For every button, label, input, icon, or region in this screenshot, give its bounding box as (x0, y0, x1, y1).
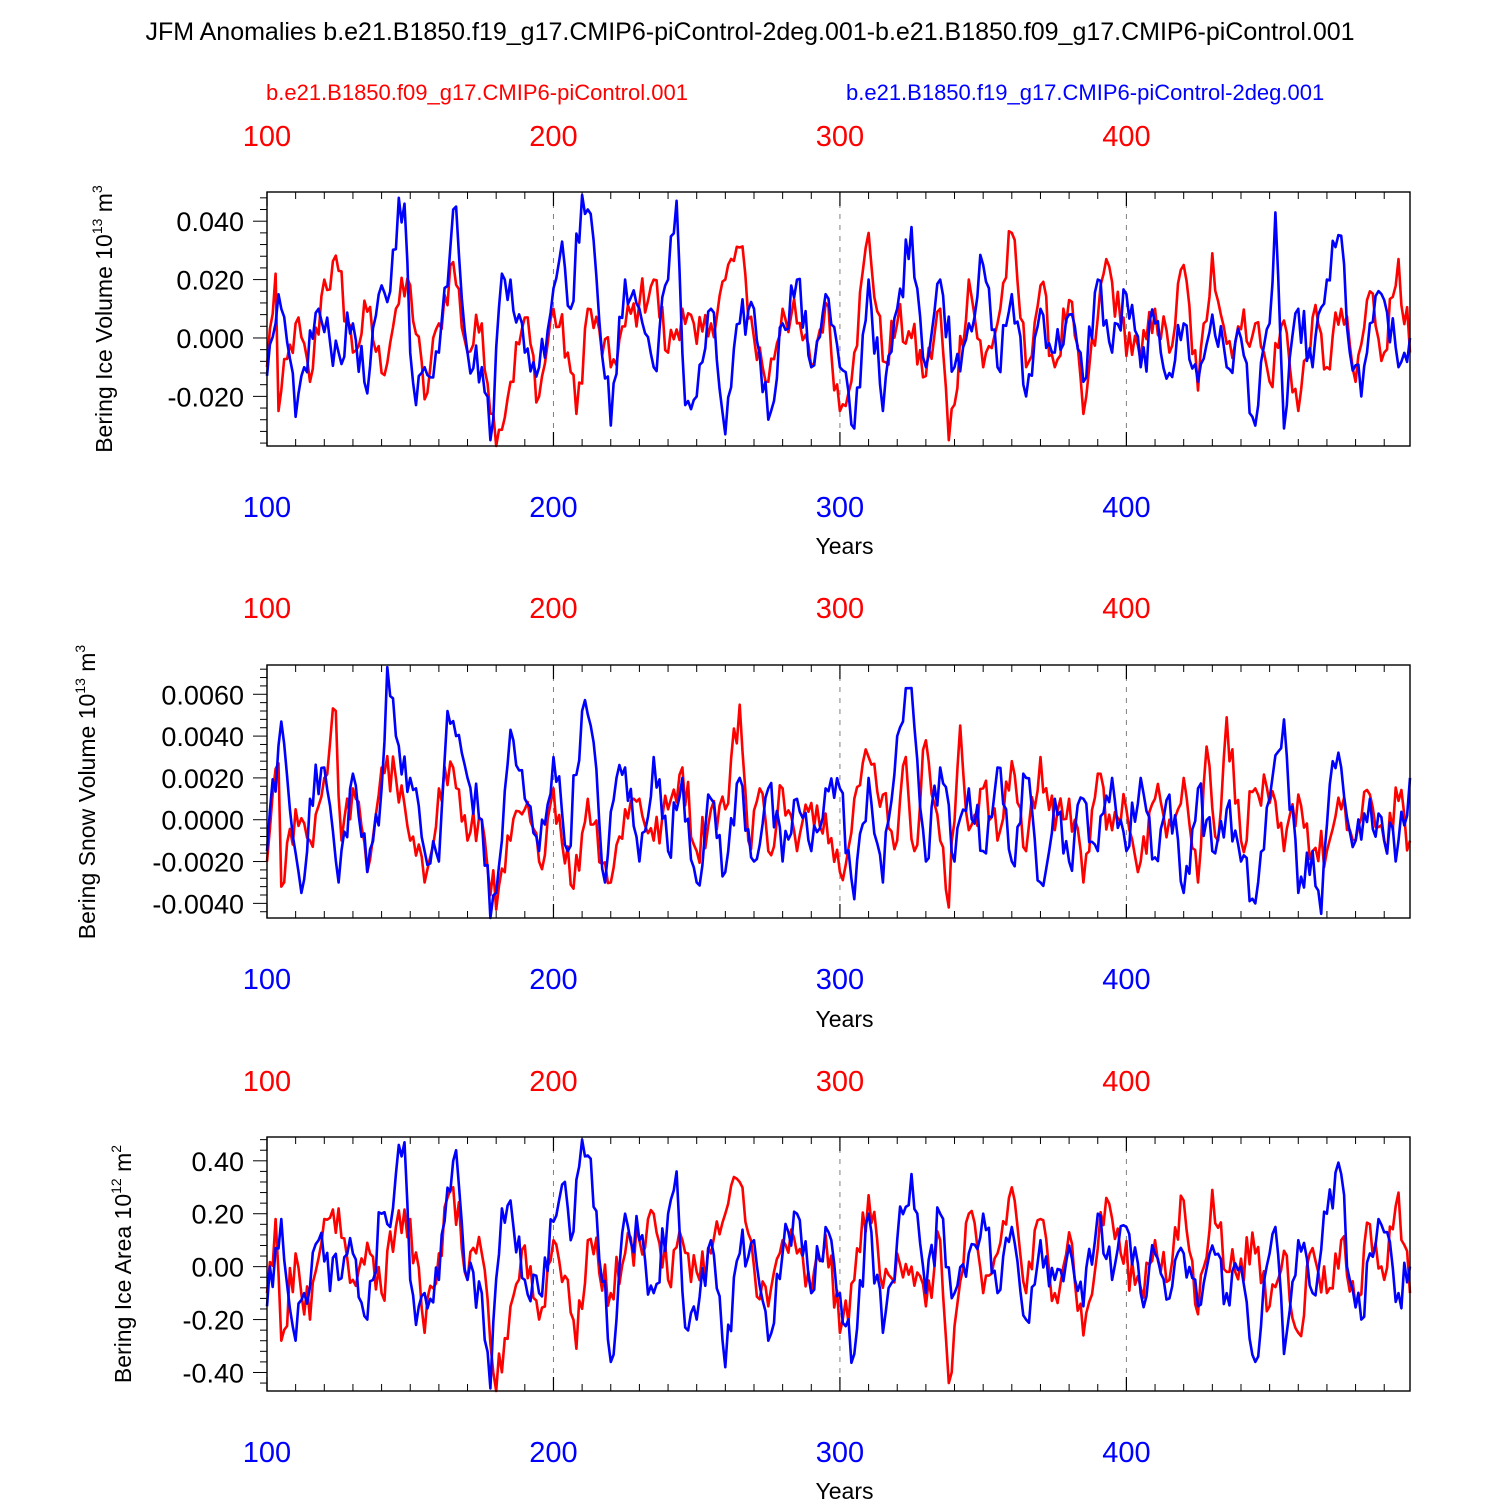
y-axis-title: Bering Snow Volume 1013 m3 (72, 645, 100, 940)
x-tick-label-bottom: 200 (529, 1437, 577, 1469)
y-tick-label: 0.0000 (161, 806, 244, 836)
x-tick-label-top: 200 (529, 593, 577, 625)
x-tick-label-top: 400 (1102, 593, 1150, 625)
y-tick-label: -0.020 (167, 382, 244, 412)
x-tick-label-top: 400 (1102, 1066, 1150, 1098)
y-tick-label: 0.0060 (161, 680, 244, 710)
panel-2: 100 100 200 200 300 300 400 400 -0.0040 -0.0020 0.… (72, 593, 1412, 1032)
y-tick-label: -0.0020 (152, 848, 244, 878)
x-tick-label-top: 400 (1102, 121, 1150, 153)
y-tick-label: 0.0020 (161, 764, 244, 794)
series-line-red (265, 1175, 1412, 1393)
x-tick-label-top: 200 (529, 121, 577, 153)
x-tick-label-bottom: 100 (243, 492, 291, 524)
series-line-blue (265, 665, 1412, 920)
y-tick-label: -0.0040 (152, 889, 244, 919)
y-axis-title: Bering Ice Volume 1013 m3 (89, 185, 117, 453)
x-tick-label-bottom: 300 (816, 1437, 864, 1469)
plot-frame (266, 664, 1411, 919)
x-axis-title: Years (816, 533, 874, 559)
y-tick-label: 0.20 (191, 1200, 244, 1230)
y-tick-label: 0.040 (176, 207, 244, 237)
panel-3: 100 100 200 200 300 300 400 400 -0.40 -0.20 0.00 0.… (108, 1066, 1412, 1500)
x-tick-label-bottom: 300 (816, 964, 864, 996)
y-axis-title: Bering Ice Area 1012 m2 (108, 1145, 136, 1383)
y-tick-label: -0.20 (182, 1306, 244, 1336)
x-axis-title: Years (816, 1478, 874, 1500)
x-tick-label-top: 200 (529, 1066, 577, 1098)
x-tick-label-top: 100 (243, 593, 291, 625)
x-tick-label-top: 100 (243, 1066, 291, 1098)
x-tick-label-top: 100 (243, 121, 291, 153)
x-tick-label-bottom: 100 (243, 964, 291, 996)
x-tick-label-bottom: 100 (243, 1437, 291, 1469)
series-line-red (265, 703, 1412, 911)
x-tick-label-top: 300 (816, 593, 864, 625)
series-line-blue (265, 1138, 1412, 1390)
y-tick-label: 0.0040 (161, 722, 244, 752)
legend-red-series: b.e21.B1850.f09_g17.CMIP6-piControl.001 (266, 80, 688, 105)
legend-blue-series: b.e21.B1850.f19_g17.CMIP6-piControl-2deg… (846, 80, 1325, 105)
chart-main-title: JFM Anomalies b.e21.B1850.f19_g17.CMIP6-… (145, 18, 1355, 46)
series-line-blue (265, 193, 1412, 442)
plot-frame (266, 191, 1411, 447)
y-tick-label: 0.00 (191, 1253, 244, 1283)
series-line-red (265, 229, 1412, 448)
x-tick-label-bottom: 400 (1102, 1437, 1150, 1469)
x-tick-label-bottom: 200 (529, 492, 577, 524)
plot-frame (266, 1136, 1411, 1392)
y-tick-label: -0.40 (182, 1358, 244, 1388)
x-tick-label-top: 300 (816, 1066, 864, 1098)
x-axis-title: Years (816, 1006, 874, 1032)
x-tick-label-bottom: 200 (529, 964, 577, 996)
x-tick-label-bottom: 400 (1102, 964, 1150, 996)
y-tick-label: 0.020 (176, 266, 244, 296)
panel-1: 100 100 200 200 300 300 400 400 -0.020 0.000 0.020… (89, 121, 1412, 559)
x-tick-label-top: 300 (816, 121, 864, 153)
x-tick-label-bottom: 300 (816, 492, 864, 524)
y-tick-label: 0.000 (176, 324, 244, 354)
x-tick-label-bottom: 400 (1102, 492, 1150, 524)
y-tick-label: 0.40 (191, 1147, 244, 1177)
